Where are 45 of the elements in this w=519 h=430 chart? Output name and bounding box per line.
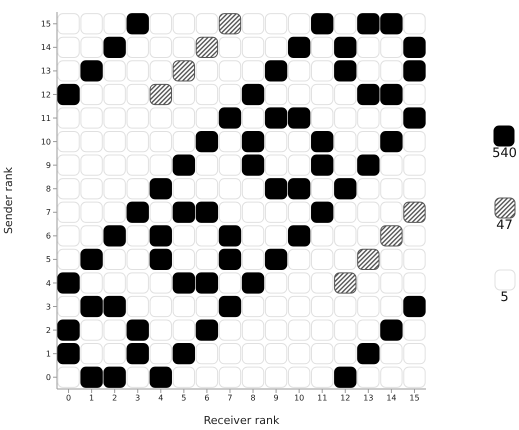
point xyxy=(334,272,356,294)
y-tick-label: 4 xyxy=(46,278,51,288)
y-tick-label: 8 xyxy=(46,184,51,194)
y-tick-label: 12 xyxy=(40,90,51,100)
x-tick-label: 3 xyxy=(135,394,140,403)
y-tick-label: 6 xyxy=(46,232,51,241)
y-tick-label: 10 xyxy=(40,137,51,146)
x-tick-label: 11 xyxy=(317,394,328,403)
point xyxy=(403,202,426,223)
legend-label: 47 xyxy=(496,218,513,233)
y-tick-label: 9 xyxy=(46,160,51,170)
point xyxy=(196,36,218,58)
x-tick-label: 1 xyxy=(89,394,94,403)
y-tick-label: 2 xyxy=(46,326,51,335)
y-tick-label: 1 xyxy=(46,349,51,358)
x-tick-label: 14 xyxy=(386,394,396,403)
legend-label: 5 xyxy=(500,290,509,305)
x-tick-label: 8 xyxy=(250,394,256,403)
y-tick-label: 14 xyxy=(40,43,51,52)
y-tick-label: 15 xyxy=(40,20,51,29)
x-axis-title: Receiver rank xyxy=(204,414,280,427)
point xyxy=(218,13,242,34)
x-tick-label: 4 xyxy=(158,394,164,403)
x-tick-label: 2 xyxy=(112,394,118,403)
point xyxy=(150,84,172,106)
x-tick-label: 6 xyxy=(204,394,210,403)
x-tick-label: 0 xyxy=(66,394,72,403)
x-tick-label: 5 xyxy=(181,394,186,403)
x-tick-label: 12 xyxy=(340,394,350,403)
legend-label: 540 xyxy=(492,146,517,161)
y-tick-label: 7 xyxy=(46,208,51,218)
y-tick-label: 0 xyxy=(46,373,51,382)
y-tick-label: 13 xyxy=(40,66,51,76)
y-axis-title: Sender rank xyxy=(2,166,15,234)
y-tick-label: 11 xyxy=(40,114,51,123)
y-tick-label: 5 xyxy=(46,255,51,264)
x-tick-label: 9 xyxy=(274,394,279,403)
x-tick-label: 15 xyxy=(409,394,420,403)
x-tick-label: 10 xyxy=(294,394,304,403)
x-tick-label: 7 xyxy=(227,394,233,403)
point xyxy=(380,225,403,246)
point xyxy=(357,248,380,270)
point xyxy=(172,60,196,82)
x-tick-label: 13 xyxy=(363,394,374,403)
y-tick-label: 3 xyxy=(46,302,51,312)
